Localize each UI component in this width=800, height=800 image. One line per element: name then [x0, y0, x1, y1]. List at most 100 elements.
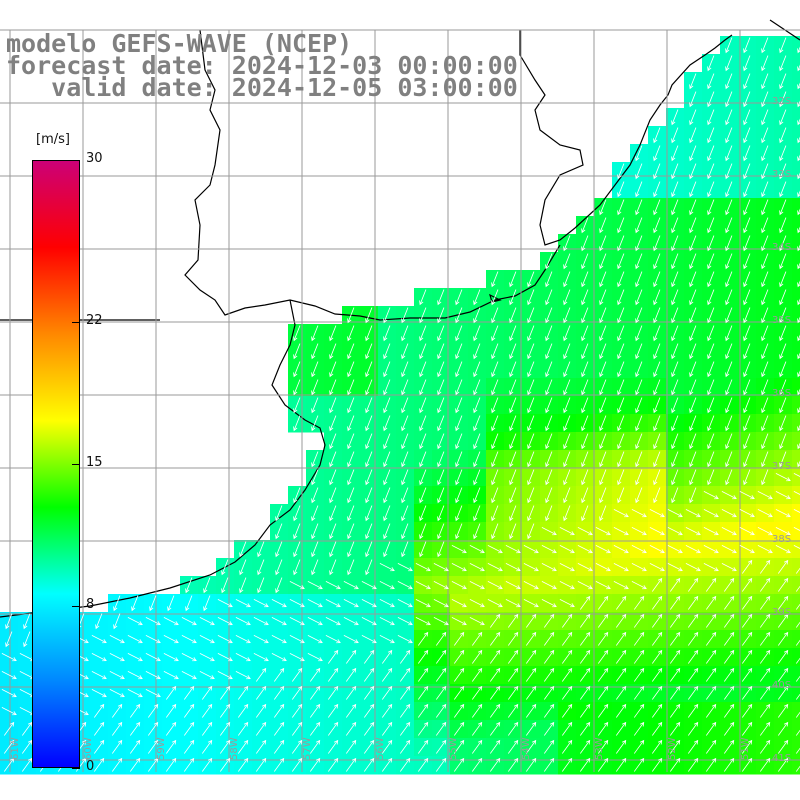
- wind-arrow: [201, 757, 213, 772]
- wind-arrow: [343, 635, 359, 644]
- wind-arrow: [759, 685, 771, 700]
- wind-arrow: [327, 649, 339, 664]
- wind-arrow: [291, 739, 303, 754]
- wind-arrow: [437, 361, 445, 378]
- wind-arrow: [725, 127, 733, 144]
- longitude-label: 56W: [375, 737, 386, 760]
- wind-arrow: [595, 581, 611, 590]
- wind-arrow: [797, 244, 800, 252]
- wind-arrow: [23, 613, 31, 630]
- wind-arrow: [579, 721, 591, 736]
- wind-arrow: [397, 617, 413, 626]
- wind-arrow: [761, 127, 769, 144]
- wind-cell: [792, 414, 800, 433]
- wind-arrow: [433, 617, 449, 626]
- wind-arrow: [797, 280, 800, 288]
- wind-arrow: [725, 55, 733, 72]
- colorbar-tick-label: 30: [86, 151, 103, 166]
- wind-arrow: [631, 527, 647, 536]
- wind-arrow: [181, 653, 197, 662]
- wind-arrow: [671, 217, 679, 234]
- wind-arrow: [689, 379, 697, 396]
- wind-arrow: [311, 487, 319, 504]
- wind-arrow: [563, 271, 571, 288]
- wind-arrow: [617, 181, 625, 198]
- wind-arrow: [417, 685, 429, 700]
- wind-arrow: [757, 491, 773, 500]
- wind-arrow: [417, 649, 429, 664]
- latitude-label: 33S: [772, 169, 791, 180]
- wind-arrow: [507, 721, 519, 736]
- wind-arrow: [795, 729, 800, 736]
- wind-arrow: [415, 617, 431, 626]
- wind-arrow: [651, 649, 663, 664]
- wind-arrow: [455, 451, 463, 468]
- wind-arrow: [93, 757, 105, 772]
- wind-arrow: [671, 271, 679, 288]
- wind-arrow: [509, 289, 517, 306]
- wind-arrow: [527, 487, 535, 504]
- wind-arrow: [401, 307, 409, 324]
- wind-arrow: [725, 307, 733, 324]
- wind-arrow: [653, 451, 661, 468]
- wind-arrow: [687, 613, 699, 628]
- wind-arrow: [235, 617, 251, 626]
- wind-arrow: [307, 617, 323, 626]
- wind-arrow: [491, 361, 499, 378]
- wind-arrow: [653, 235, 661, 252]
- wind-arrow: [489, 667, 501, 682]
- wind-arrow: [473, 433, 481, 450]
- wind-arrow: [743, 379, 751, 396]
- wind-arrow: [293, 325, 301, 342]
- wind-arrow: [543, 685, 555, 700]
- wind-cell: [792, 270, 800, 289]
- wind-arrow: [793, 545, 800, 549]
- wind-arrow: [777, 613, 789, 628]
- wind-arrow: [545, 253, 553, 270]
- wind-arrow: [345, 649, 357, 664]
- wind-arrow: [129, 739, 141, 754]
- wind-arrow: [455, 325, 463, 342]
- wind-arrow: [127, 689, 143, 698]
- wind-arrow: [527, 505, 535, 522]
- wind-arrow: [725, 361, 733, 378]
- wind-arrow: [399, 757, 411, 772]
- wind-arrow: [725, 235, 733, 252]
- wind-arrow: [491, 307, 499, 324]
- wind-arrow: [777, 757, 789, 772]
- wind-arrow: [669, 667, 681, 682]
- wind-arrow: [671, 181, 679, 198]
- wind-arrow: [725, 91, 733, 108]
- wind-arrow: [653, 127, 661, 144]
- wind-arrow: [563, 379, 571, 396]
- wind-arrow: [671, 469, 679, 486]
- wind-arrow: [91, 689, 107, 698]
- wind-arrow: [113, 595, 121, 612]
- wind-arrow: [617, 469, 625, 486]
- wind-arrow: [163, 653, 179, 662]
- wind-arrow: [329, 361, 337, 378]
- wind-arrow: [487, 563, 503, 572]
- wind-arrow: [289, 599, 305, 608]
- wind-arrow: [635, 163, 643, 180]
- wind-arrow: [689, 343, 697, 360]
- wind-arrow: [703, 491, 719, 500]
- wind-arrow: [653, 217, 661, 234]
- wind-arrow: [383, 487, 391, 504]
- wind-arrow: [325, 599, 341, 608]
- wind-arrow: [599, 199, 607, 216]
- wind-arrow: [219, 703, 231, 718]
- wind-arrow: [689, 307, 697, 324]
- wind-arrow: [307, 581, 323, 590]
- wind-arrow: [651, 685, 663, 700]
- wind-arrow: [599, 271, 607, 288]
- wind-arrow: [793, 491, 800, 495]
- wind-arrow: [599, 217, 607, 234]
- wind-arrow: [761, 235, 769, 252]
- wind-arrow: [775, 509, 791, 518]
- wind-arrow: [635, 397, 643, 414]
- wind-arrow: [311, 361, 319, 378]
- wind-arrow: [761, 253, 769, 270]
- wind-arrow: [653, 487, 661, 504]
- wind-arrow: [239, 559, 247, 576]
